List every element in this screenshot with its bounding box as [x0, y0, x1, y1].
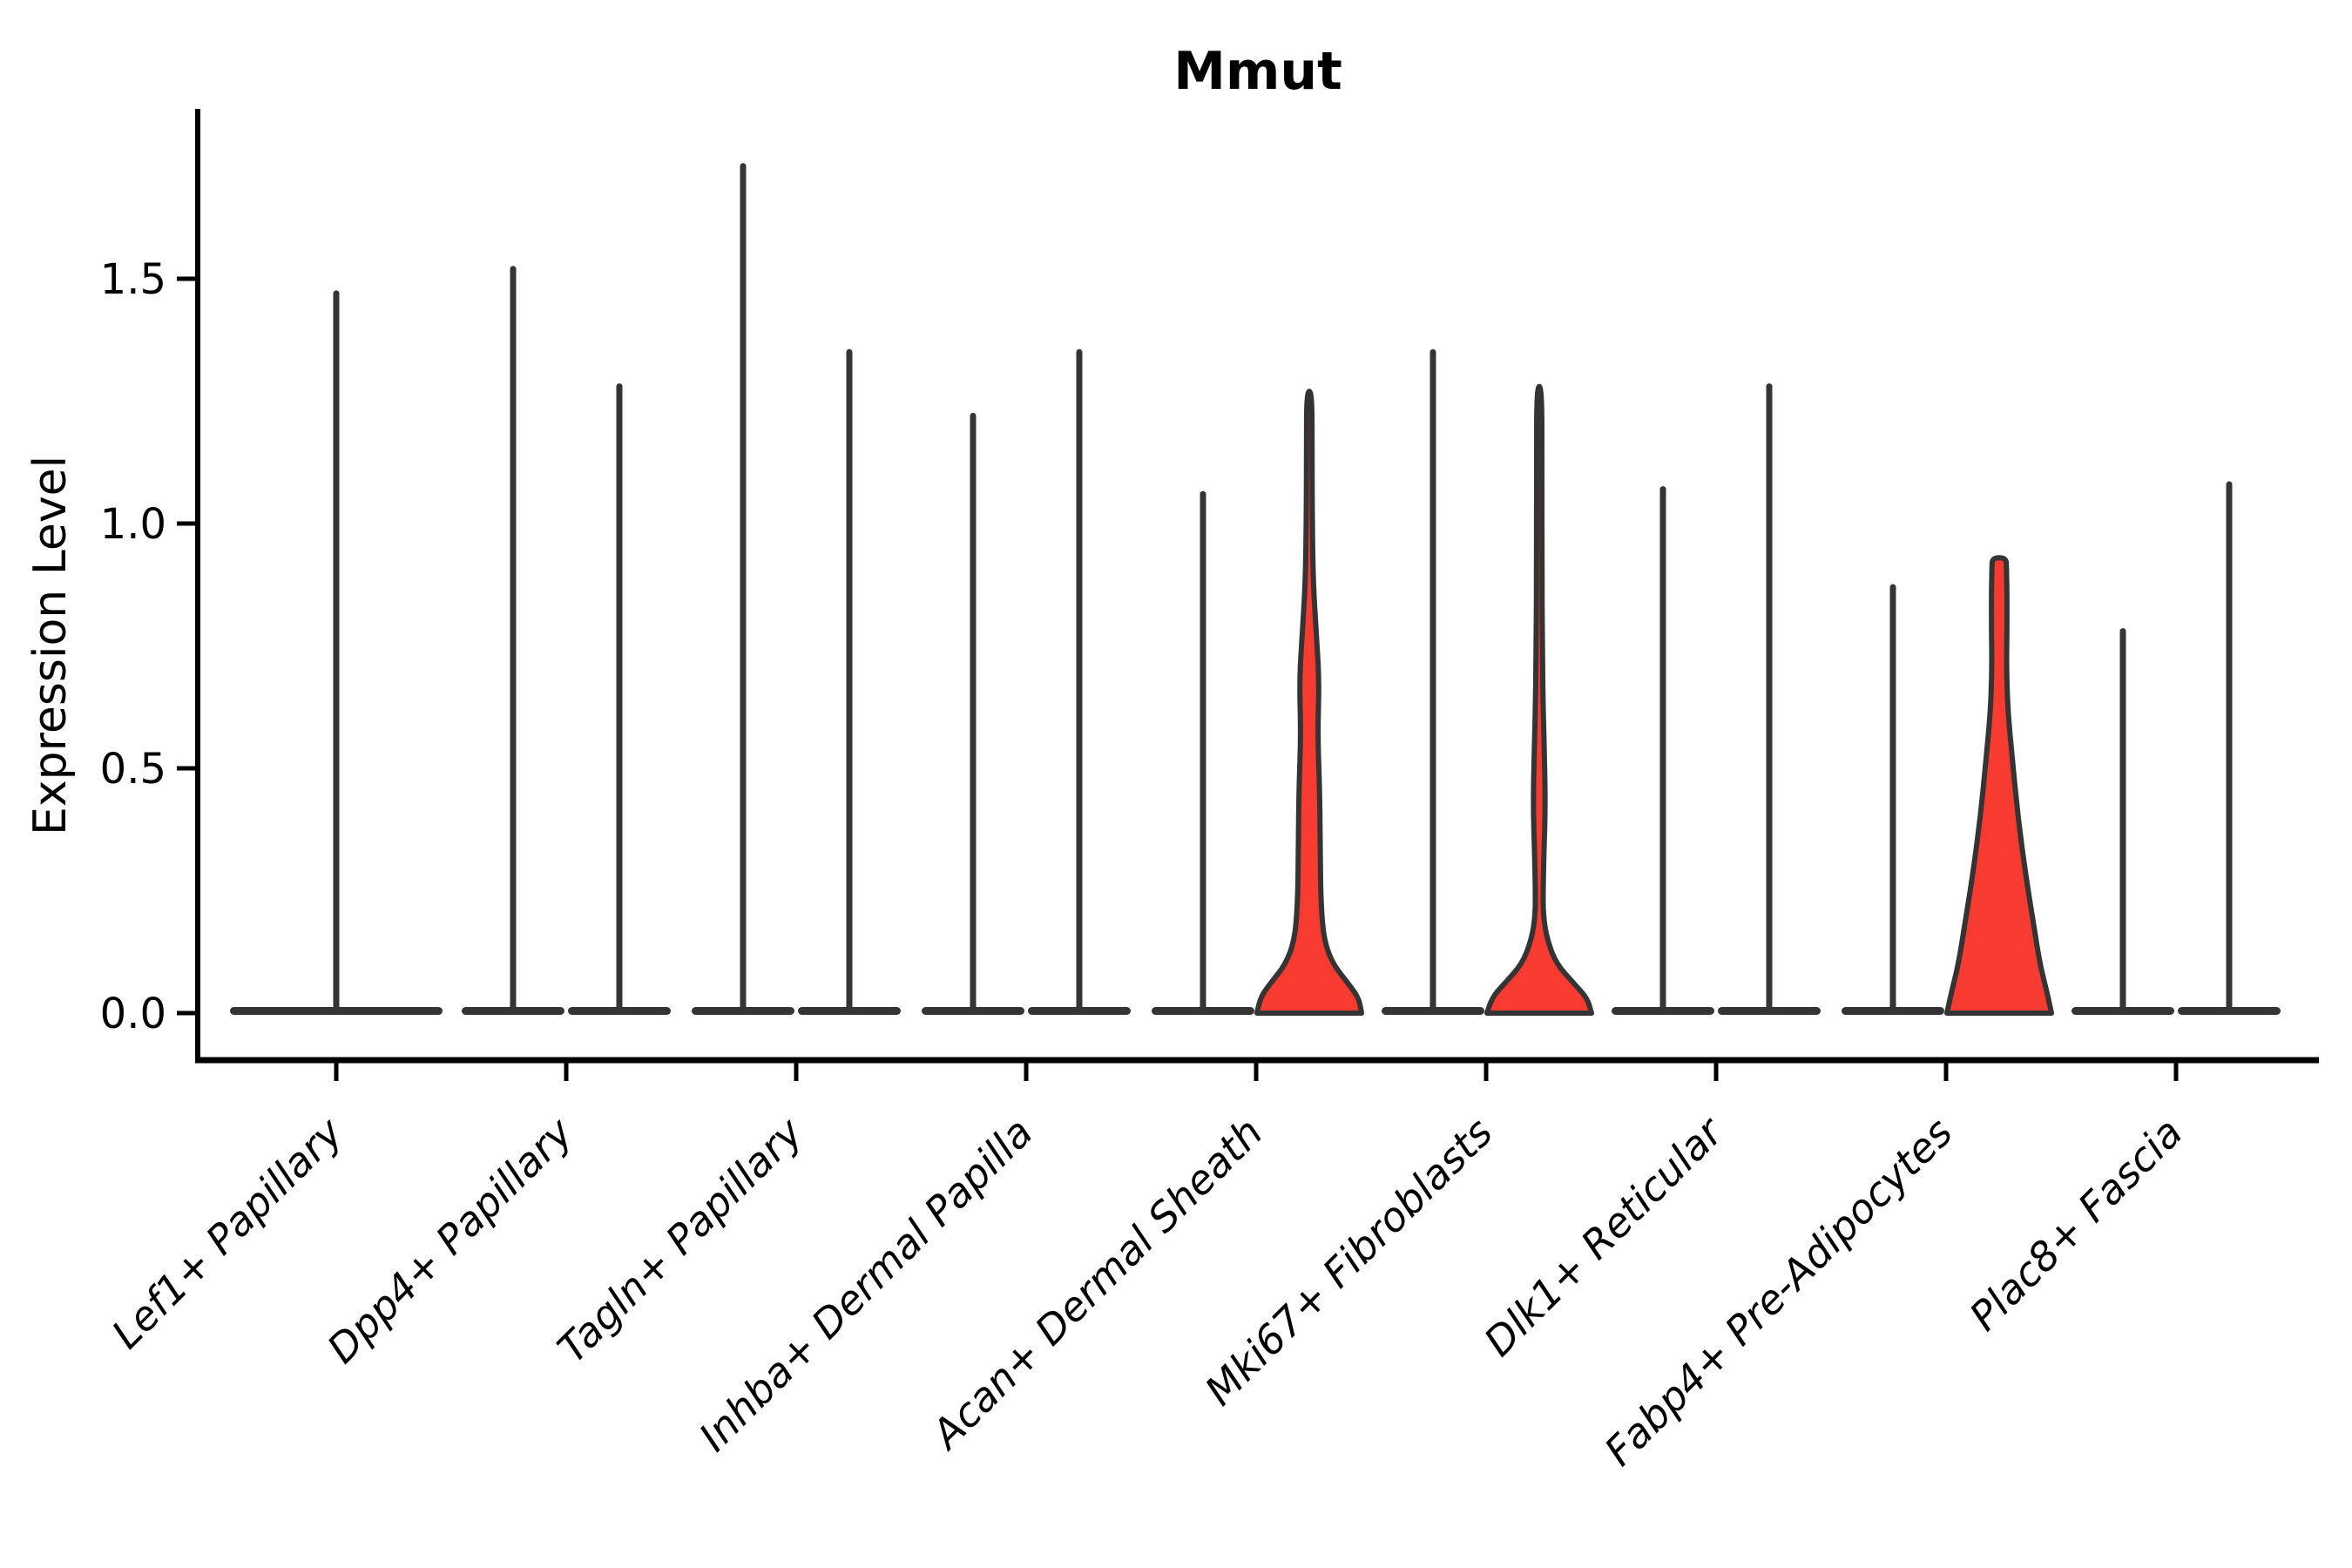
y-tick-label: 0.5 [100, 745, 166, 794]
y-tick-label: 0.0 [100, 990, 166, 1038]
violins [230, 163, 2281, 1016]
violin-highlighted [1254, 389, 1364, 1016]
x-tick-label: Lef1+ Papillary [103, 1108, 352, 1357]
axes [177, 109, 2319, 1081]
chart-title: Mmut [1173, 41, 1342, 102]
y-tick-label: 1.0 [100, 500, 166, 549]
x-tick-label: Plac8+ Fascia [1960, 1109, 2191, 1340]
x-tick-label: Dpp4+ Papillary [318, 1108, 582, 1372]
x-tick-label: Dlk1+ Reticular [1475, 1106, 1734, 1365]
y-tick-label: 1.5 [100, 255, 166, 304]
y-tick-labels: 0.0 0.5 1.0 1.5 [100, 255, 166, 1038]
violin-highlighted [1944, 555, 2054, 1016]
x-tick-label: Tagln+ Papillary [548, 1108, 812, 1372]
y-axis-label: Expression Level [24, 456, 77, 835]
violin-highlighted [1484, 383, 1594, 1016]
